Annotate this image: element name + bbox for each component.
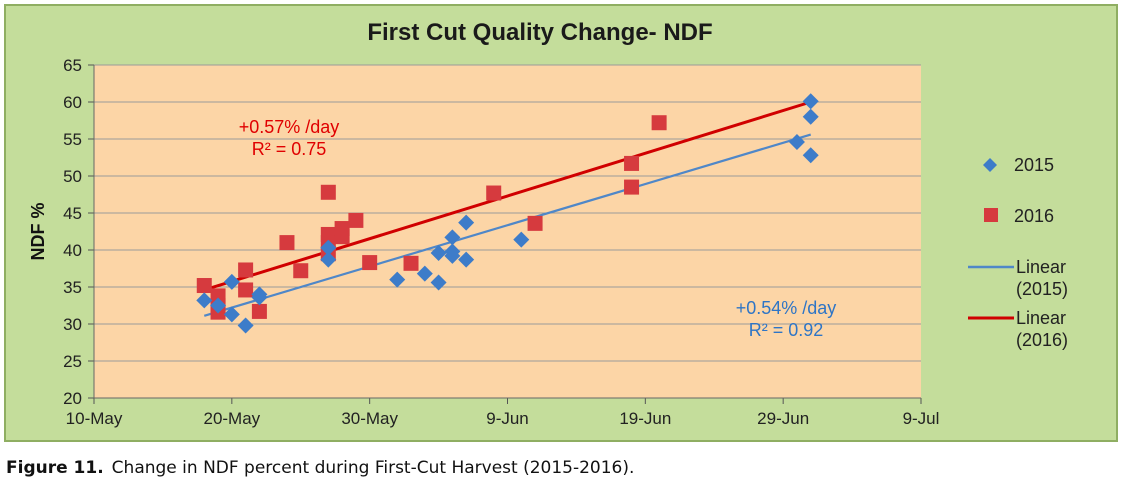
data-point-2015 [196, 292, 213, 309]
data-point-2015 [320, 239, 337, 256]
x-tick-label: 19-Jun [619, 409, 671, 428]
legend-marker-2015 [983, 158, 997, 172]
trendlines [203, 100, 812, 317]
y-tick-label: 30 [63, 315, 82, 334]
legend-marker-2016 [984, 208, 998, 222]
x-tick-label: 29-Jun [757, 409, 809, 428]
chart-title: First Cut Quality Change- NDF [367, 19, 712, 46]
y-tick-label: 20 [63, 389, 82, 408]
x-tick-label: 10-May [66, 409, 123, 428]
y-tick-label: 45 [63, 204, 82, 223]
data-point-2015 [223, 273, 240, 290]
trendline-2015 [203, 133, 812, 317]
y-tick-label: 65 [63, 56, 82, 75]
data-point-2015 [444, 229, 461, 246]
data-point-2016 [320, 184, 336, 200]
y-axis-label: NDF % [28, 203, 48, 261]
data-point-2015 [389, 271, 406, 288]
y-tick-label: 25 [63, 352, 82, 371]
data-point-2016 [238, 282, 254, 298]
data-point-2015 [802, 108, 819, 125]
figure-caption: Figure 11. Change in NDF percent during F… [6, 458, 634, 478]
annotation-2016-line: R² = 0.75 [252, 139, 327, 159]
data-point-2016 [279, 235, 295, 251]
x-tick-label: 20-May [203, 409, 260, 428]
data-point-2016 [403, 255, 419, 271]
axes [88, 64, 922, 404]
data-point-2016 [334, 229, 350, 245]
chart-svg: First Cut Quality Change- NDF 20 25 30 35 40 4… [28, 19, 1068, 428]
data-point-2015 [802, 147, 819, 164]
trendline-2016 [203, 100, 812, 292]
annotation-2016-line: +0.57% /day [239, 117, 340, 137]
data-point-2015 [458, 214, 475, 231]
y-tick-label: 60 [63, 93, 82, 112]
data-point-2015 [223, 306, 240, 323]
y-tick-label: 35 [63, 278, 82, 297]
x-tick-label: 9-Jun [486, 409, 529, 428]
data-point-2016 [196, 278, 212, 294]
caption-text: Change in NDF percent during First-Cut H… [111, 458, 635, 478]
data-point-2015 [320, 251, 337, 268]
data-points [196, 93, 819, 334]
data-point-2015 [210, 297, 227, 314]
data-point-2016 [348, 212, 364, 228]
data-point-2015 [513, 231, 530, 248]
annotation-2015-line: +0.54% /day [736, 298, 837, 318]
annotation-2015-line: R² = 0.92 [749, 320, 824, 340]
data-point-2015 [430, 274, 447, 291]
data-point-2015 [444, 247, 461, 264]
legend-label-2016: 2016 [1014, 206, 1054, 226]
x-tick-label: 30-May [341, 409, 398, 428]
data-point-2015 [458, 251, 475, 268]
y-tick-label: 40 [63, 241, 82, 260]
data-point-2015 [237, 317, 254, 334]
y-tick-label: 50 [63, 167, 82, 186]
data-point-2015 [430, 244, 447, 261]
data-point-2016 [486, 185, 502, 201]
data-point-2015 [416, 265, 433, 282]
data-point-2016 [527, 215, 543, 231]
x-tick-label: 9-Jul [903, 409, 940, 428]
plot-area [94, 65, 921, 398]
data-point-2015 [251, 286, 268, 303]
data-point-2016 [251, 303, 267, 319]
legend-label-linear-2015: Linear [1016, 257, 1066, 277]
data-point-2016 [651, 115, 667, 131]
legend-label-linear-2015: (2015) [1016, 279, 1068, 299]
data-point-2016 [624, 155, 640, 171]
data-point-2016 [362, 255, 378, 271]
legend-label-linear-2016: (2016) [1016, 330, 1068, 350]
data-point-2016 [293, 263, 309, 279]
data-point-2015 [802, 93, 819, 110]
caption-label: Figure 11. [6, 458, 104, 478]
data-point-2015 [788, 133, 805, 150]
data-point-2016 [624, 179, 640, 195]
legend-label-linear-2016: Linear [1016, 308, 1066, 328]
chart-labels: First Cut Quality Change- NDF 20 25 30 35 40 4… [28, 19, 939, 428]
legend-label-2015: 2015 [1014, 155, 1054, 175]
data-point-2016 [238, 262, 254, 278]
y-tick-label: 55 [63, 130, 82, 149]
